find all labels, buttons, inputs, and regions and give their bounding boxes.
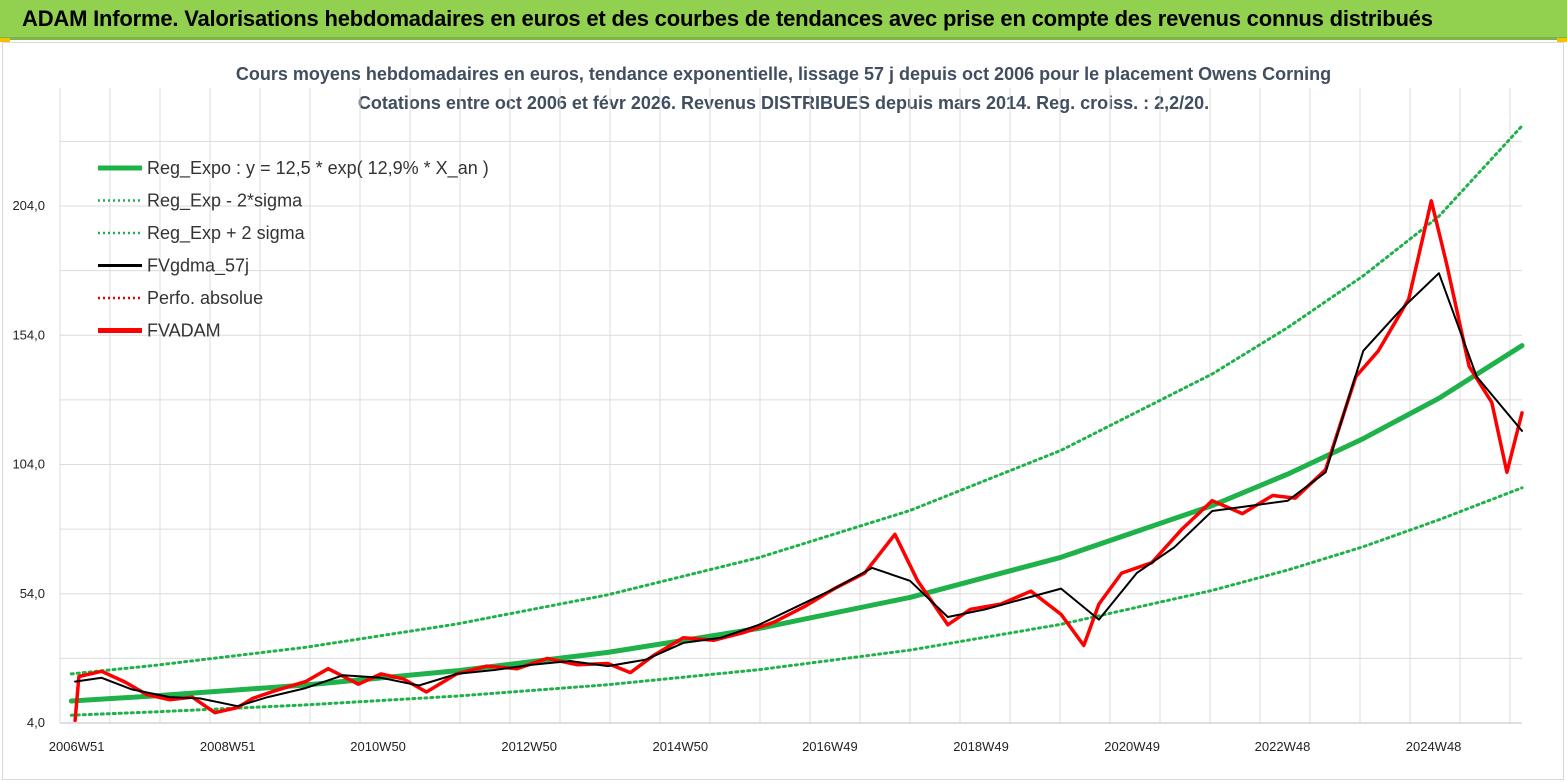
legend: Reg_Expo : y = 12,5 * exp( 12,9% * X_an … xyxy=(98,158,489,341)
series-line-5 xyxy=(73,199,1524,723)
x-tick-label: 2012W50 xyxy=(501,739,557,754)
x-tick-label: 2014W50 xyxy=(652,739,708,754)
series-line-1 xyxy=(69,486,1524,717)
series-line-3 xyxy=(74,272,1523,708)
y-tick-label: 104,0 xyxy=(12,457,45,472)
x-tick-label: 2006W51 xyxy=(49,739,105,754)
series-lines xyxy=(68,124,1525,723)
series-line-0 xyxy=(68,343,1525,704)
x-tick-label: 2016W49 xyxy=(802,739,858,754)
legend-label: Reg_Exp + 2 sigma xyxy=(147,223,306,244)
axes: 4,0 54,0 104,0 154,0 204,0 2006W51 2008W51 2010… xyxy=(12,198,1522,754)
y-tick-label: 54,0 xyxy=(20,586,45,601)
legend-label: FVgdma_57j xyxy=(147,256,249,277)
legend-label: Perfo. absolue xyxy=(147,288,263,308)
x-tick-label: 2020W49 xyxy=(1104,739,1160,754)
chart-title: Cours moyens hebdomadaires en euros, ten… xyxy=(235,64,1332,84)
corner-marker xyxy=(1557,38,1567,42)
x-tick-label: 2022W48 xyxy=(1255,739,1311,754)
x-tick-label: 2018W49 xyxy=(953,739,1009,754)
x-tick-label: 2024W48 xyxy=(1406,739,1462,754)
chart-subtitle: Cotations entre oct 2006 et févr 2026. R… xyxy=(357,93,1210,113)
chart-frame xyxy=(2,42,1564,780)
y-tick-label: 4,0 xyxy=(27,715,45,730)
report-header: ADAM Informe. Valorisations hebdomadaire… xyxy=(0,0,1567,40)
corner-marker xyxy=(0,38,10,42)
legend-label: Reg_Expo : y = 12,5 * exp( 12,9% * X_an … xyxy=(147,158,489,179)
gridlines xyxy=(59,88,1522,724)
x-tick-label: 2010W50 xyxy=(350,739,406,754)
legend-label: FVADAM xyxy=(147,321,221,341)
report-title: ADAM Informe. Valorisations hebdomadaire… xyxy=(22,6,1433,31)
series-line-2 xyxy=(69,124,1524,676)
y-tick-label: 204,0 xyxy=(12,198,45,213)
y-tick-label: 154,0 xyxy=(12,327,45,342)
legend-label: Reg_Exp - 2*sigma xyxy=(147,191,303,212)
x-tick-label: 2008W51 xyxy=(200,739,256,754)
